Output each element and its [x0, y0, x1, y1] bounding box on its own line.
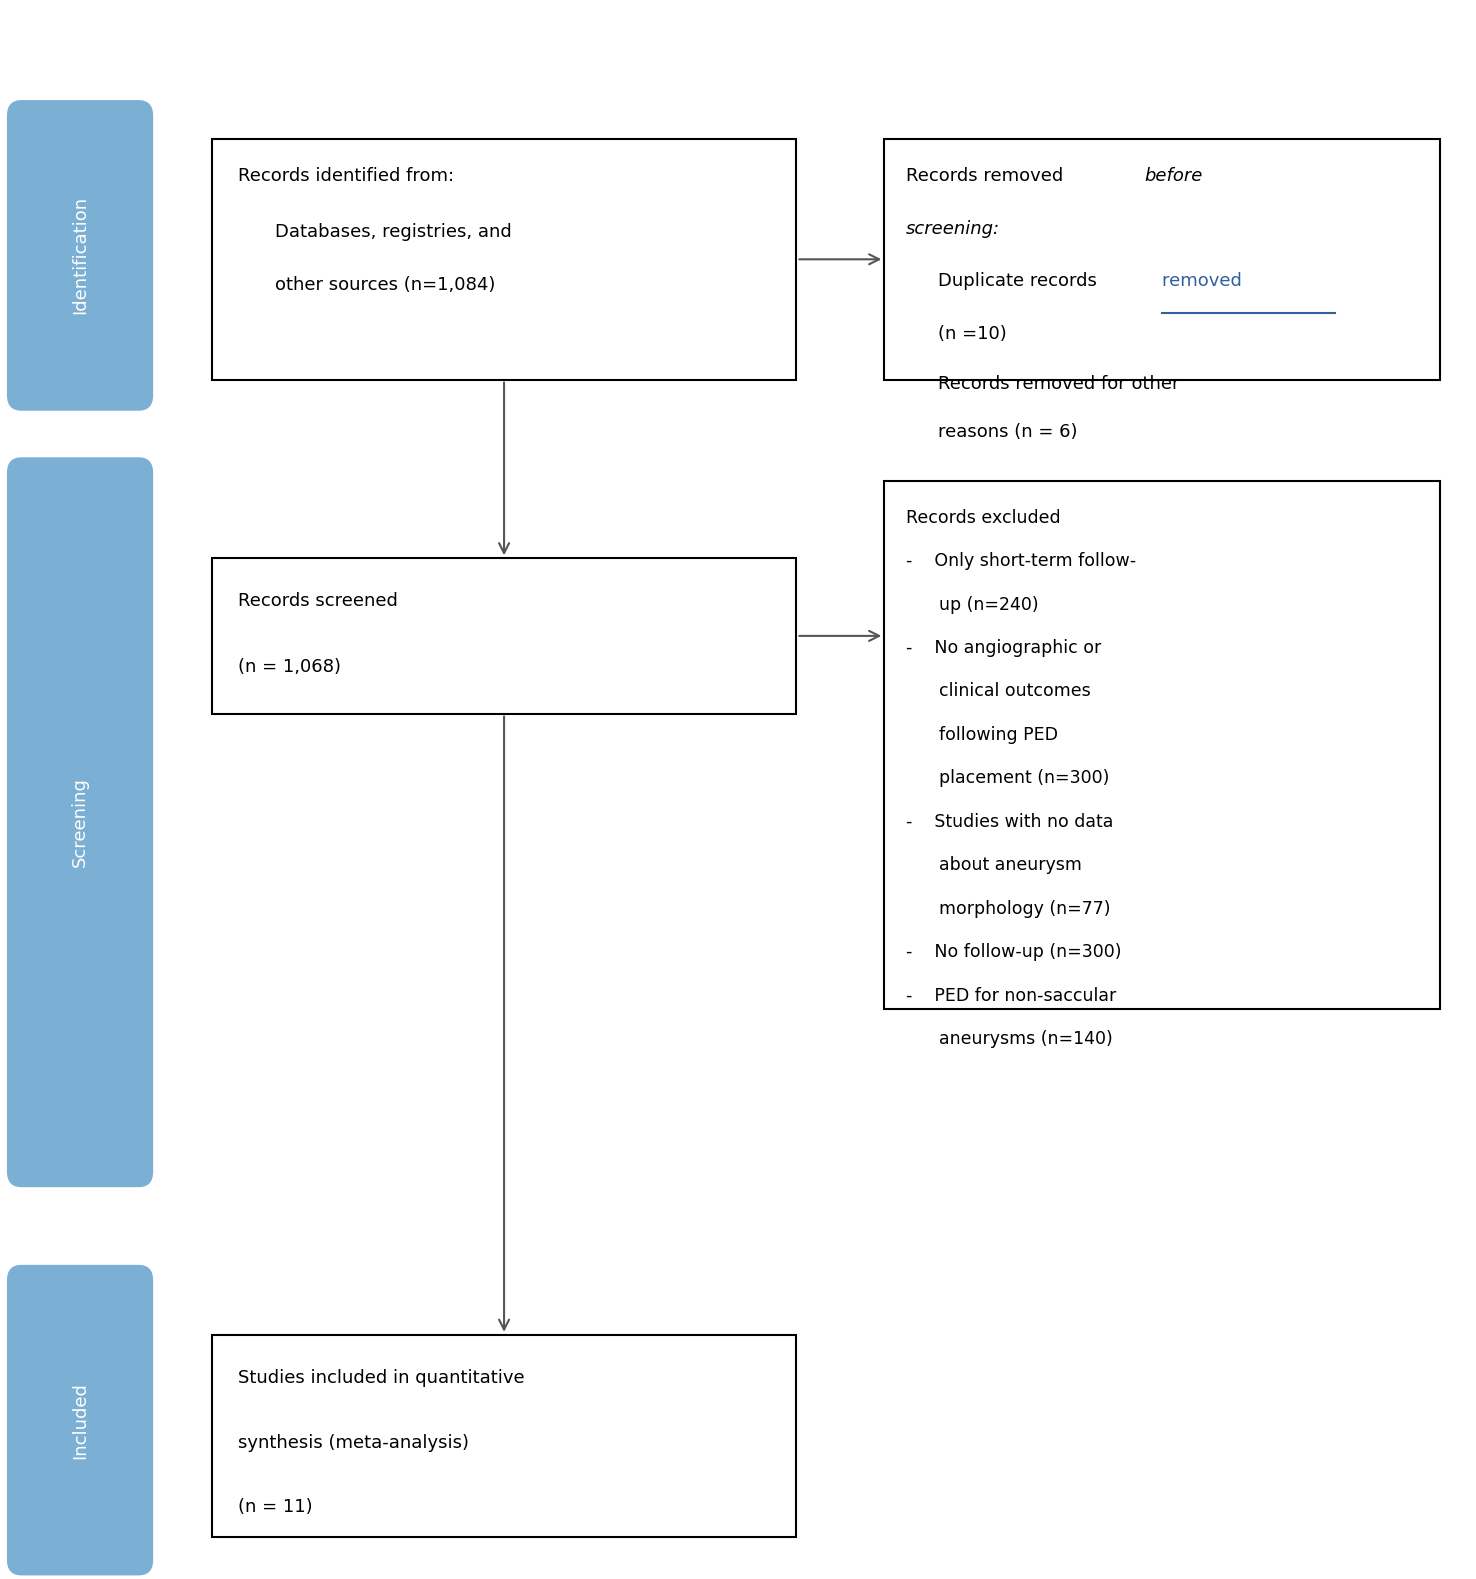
Text: Screening: Screening — [71, 777, 89, 867]
Text: (n =10): (n =10) — [939, 325, 1007, 343]
FancyBboxPatch shape — [884, 139, 1439, 379]
Text: before: before — [1144, 167, 1203, 185]
Text: Records removed for other: Records removed for other — [939, 374, 1179, 393]
Text: other sources (n=1,084): other sources (n=1,084) — [275, 276, 494, 294]
Text: -    Studies with no data: - Studies with no data — [906, 813, 1113, 831]
Text: clinical outcomes: clinical outcomes — [906, 682, 1091, 701]
Text: synthesis (meta-analysis): synthesis (meta-analysis) — [238, 1434, 469, 1453]
Text: -    Only short-term follow-: - Only short-term follow- — [906, 553, 1137, 570]
Text: (n = 11): (n = 11) — [238, 1498, 313, 1516]
Text: removed: removed — [1162, 273, 1253, 291]
Text: Studies included in quantitative: Studies included in quantitative — [238, 1369, 524, 1386]
Text: (n = 1,068): (n = 1,068) — [238, 657, 341, 676]
Text: reasons (n = 6): reasons (n = 6) — [939, 423, 1077, 441]
FancyBboxPatch shape — [211, 139, 797, 379]
Text: placement (n=300): placement (n=300) — [906, 769, 1110, 788]
FancyBboxPatch shape — [7, 458, 154, 1187]
Text: Records excluded: Records excluded — [906, 508, 1061, 526]
FancyBboxPatch shape — [7, 1265, 154, 1576]
Text: up (n=240): up (n=240) — [906, 595, 1039, 614]
Text: following PED: following PED — [906, 726, 1058, 744]
Text: Records removed: Records removed — [906, 167, 1069, 185]
Text: about aneurysm: about aneurysm — [906, 856, 1082, 875]
Text: -    No angiographic or: - No angiographic or — [906, 639, 1101, 657]
Text: Duplicate records: Duplicate records — [939, 273, 1103, 291]
Text: -    No follow-up (n=300): - No follow-up (n=300) — [906, 943, 1122, 962]
Text: Records identified from:: Records identified from: — [238, 167, 455, 185]
Text: aneurysms (n=140): aneurysms (n=140) — [906, 1031, 1113, 1048]
Text: Included: Included — [71, 1382, 89, 1459]
FancyBboxPatch shape — [211, 1334, 797, 1536]
FancyBboxPatch shape — [884, 480, 1439, 1009]
FancyBboxPatch shape — [211, 559, 797, 714]
FancyBboxPatch shape — [7, 99, 154, 411]
Text: Databases, registries, and: Databases, registries, and — [275, 223, 511, 242]
Text: screening:: screening: — [906, 219, 1001, 238]
Text: Records screened: Records screened — [238, 592, 399, 611]
Text: Identification: Identification — [71, 196, 89, 314]
Text: -    PED for non-saccular: - PED for non-saccular — [906, 987, 1116, 1004]
Text: morphology (n=77): morphology (n=77) — [906, 900, 1110, 917]
